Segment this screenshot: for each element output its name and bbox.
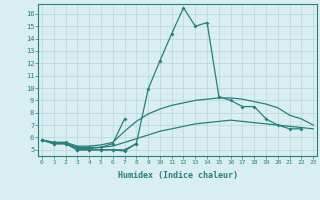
X-axis label: Humidex (Indice chaleur): Humidex (Indice chaleur)	[118, 171, 238, 180]
